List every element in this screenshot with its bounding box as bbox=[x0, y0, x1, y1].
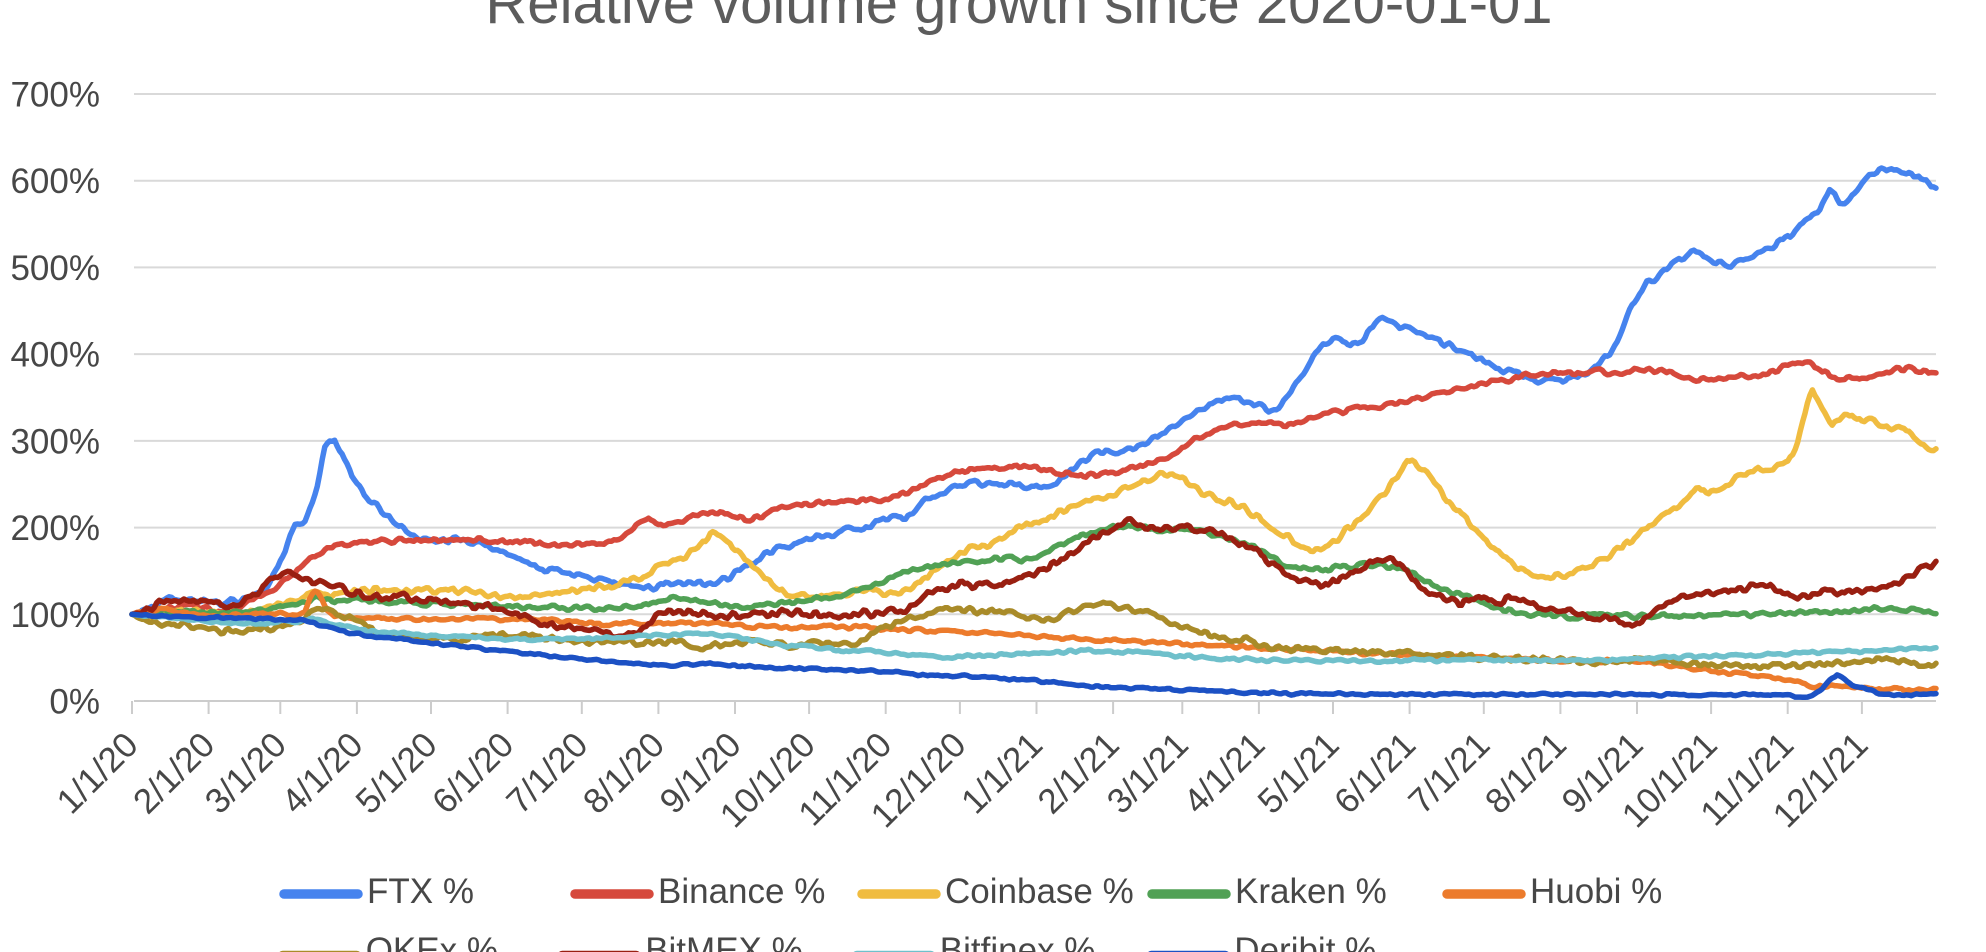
svg-text:Deribit %: Deribit % bbox=[1234, 931, 1376, 952]
svg-text:400%: 400% bbox=[10, 336, 100, 375]
svg-text:1/1/20: 1/1/20 bbox=[49, 725, 145, 821]
svg-text:BitMEX %: BitMEX % bbox=[645, 931, 803, 952]
svg-text:OKEx %: OKEx % bbox=[366, 931, 498, 952]
svg-text:600%: 600% bbox=[10, 162, 100, 201]
svg-text:200%: 200% bbox=[10, 509, 100, 548]
svg-text:6/1/21: 6/1/21 bbox=[1327, 725, 1423, 821]
svg-text:8/1/21: 8/1/21 bbox=[1478, 725, 1574, 821]
svg-text:5/1/21: 5/1/21 bbox=[1250, 725, 1346, 821]
svg-text:700%: 700% bbox=[10, 76, 100, 115]
svg-text:4/1/21: 4/1/21 bbox=[1176, 725, 1272, 821]
svg-text:0%: 0% bbox=[49, 683, 100, 722]
svg-text:Bitfinex %: Bitfinex % bbox=[940, 931, 1096, 952]
svg-text:5/1/20: 5/1/20 bbox=[348, 725, 444, 821]
svg-text:Kraken %: Kraken % bbox=[1235, 872, 1387, 911]
svg-text:8/1/20: 8/1/20 bbox=[576, 725, 672, 821]
svg-text:Binance %: Binance % bbox=[658, 872, 825, 911]
svg-text:1/1/21: 1/1/21 bbox=[954, 725, 1050, 821]
svg-text:FTX %: FTX % bbox=[367, 872, 474, 911]
svg-text:7/1/20: 7/1/20 bbox=[499, 725, 595, 821]
svg-text:6/1/20: 6/1/20 bbox=[425, 725, 521, 821]
svg-text:Huobi %: Huobi % bbox=[1530, 872, 1662, 911]
svg-text:4/1/20: 4/1/20 bbox=[274, 725, 370, 821]
svg-text:500%: 500% bbox=[10, 249, 100, 288]
svg-text:2/1/20: 2/1/20 bbox=[126, 725, 222, 821]
svg-text:100%: 100% bbox=[10, 596, 100, 635]
svg-text:3/1/20: 3/1/20 bbox=[198, 725, 294, 821]
svg-text:7/1/21: 7/1/21 bbox=[1401, 725, 1497, 821]
svg-text:Coinbase %: Coinbase % bbox=[945, 872, 1134, 911]
svg-text:300%: 300% bbox=[10, 422, 100, 461]
svg-text:3/1/21: 3/1/21 bbox=[1100, 725, 1196, 821]
